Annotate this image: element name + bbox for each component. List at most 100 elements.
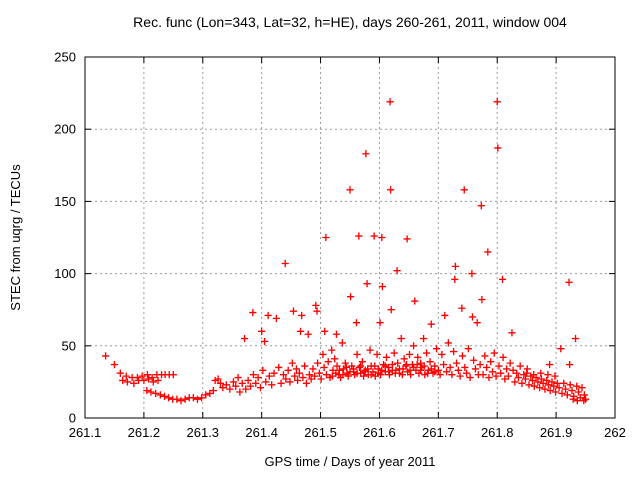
data-point-marker <box>242 385 250 393</box>
y-tick-label: 200 <box>54 122 76 137</box>
data-point-marker <box>181 395 189 403</box>
data-point-marker <box>238 379 246 387</box>
data-point-marker <box>254 373 262 382</box>
data-point-marker <box>492 372 500 380</box>
data-point-marker <box>464 345 472 353</box>
data-point-marker <box>268 381 276 389</box>
data-point-marker <box>324 358 332 366</box>
data-point-marker <box>523 369 531 377</box>
data-point-marker <box>477 202 485 210</box>
data-point-marker <box>301 362 309 370</box>
data-point-marker <box>370 232 378 240</box>
data-point-marker <box>270 369 278 377</box>
data-point-marker <box>543 376 551 385</box>
x-tick-label: 261.1 <box>69 425 102 440</box>
data-point-marker <box>344 372 352 380</box>
data-point-marker <box>272 314 280 322</box>
data-point-marker <box>551 372 559 380</box>
data-point-marker <box>405 350 414 359</box>
data-point-marker <box>397 334 405 343</box>
data-point-marker <box>518 379 526 387</box>
data-point-marker <box>346 293 355 301</box>
data-point-marker <box>252 379 260 387</box>
data-point-marker <box>154 376 162 385</box>
data-point-marker <box>338 339 346 347</box>
data-point-marker <box>499 353 507 361</box>
x-tick-label: 261.3 <box>187 425 220 440</box>
data-point-marker <box>487 358 495 366</box>
data-point-marker <box>130 379 138 387</box>
data-point-marker <box>222 381 230 389</box>
data-point-marker <box>446 363 454 372</box>
data-point-marker <box>353 369 361 377</box>
data-point-marker <box>378 233 386 242</box>
data-point-marker <box>363 280 371 288</box>
data-point-marker <box>551 388 560 396</box>
y-tick-label: 150 <box>54 194 76 209</box>
data-point-marker <box>284 366 292 374</box>
data-point-marker <box>209 386 217 395</box>
data-point-marker <box>504 372 513 380</box>
data-point-marker <box>553 379 561 387</box>
data-point-marker <box>485 373 493 382</box>
data-point-marker <box>293 376 302 385</box>
data-point-marker <box>456 372 464 380</box>
data-point-marker <box>427 320 435 328</box>
data-point-marker <box>450 347 458 356</box>
data-point-marker <box>259 366 267 374</box>
data-point-marker <box>493 98 501 106</box>
data-point-marker <box>240 334 249 343</box>
x-tick-label: 261.8 <box>481 425 514 440</box>
data-point-marker <box>563 391 571 399</box>
data-point-marker <box>229 378 237 386</box>
data-point-marker <box>298 311 306 320</box>
data-point-marker <box>571 334 580 343</box>
data-point-marker <box>249 371 258 379</box>
data-point-marker <box>536 384 544 392</box>
data-point-marker <box>537 369 545 377</box>
x-tick-label: 261.6 <box>363 425 396 440</box>
data-point-marker <box>402 360 411 369</box>
data-point-marker <box>541 385 549 393</box>
data-point-marker <box>332 330 341 338</box>
data-point-marker <box>258 327 266 335</box>
data-point-marker <box>420 334 428 343</box>
data-point-marker <box>454 366 462 374</box>
data-point-marker <box>561 385 570 393</box>
data-point-marker <box>473 319 481 327</box>
data-point-marker <box>578 384 586 392</box>
data-points <box>102 98 590 405</box>
data-point-marker <box>442 368 451 376</box>
data-point-marker <box>148 373 156 382</box>
data-point-marker <box>143 371 152 379</box>
data-point-marker <box>413 360 421 369</box>
data-point-marker <box>305 371 313 379</box>
data-point-marker <box>302 379 311 387</box>
data-point-marker <box>432 345 441 353</box>
data-point-marker <box>355 363 364 372</box>
data-point-marker <box>452 359 461 367</box>
data-point-marker <box>309 365 317 373</box>
data-point-marker <box>312 301 320 309</box>
x-tick-label: 262 <box>604 425 626 440</box>
plot-frame <box>84 56 616 419</box>
data-point-marker <box>544 371 552 379</box>
data-point-marker <box>511 378 519 386</box>
data-point-marker <box>265 372 273 380</box>
data-point-marker <box>244 376 252 385</box>
data-point-marker <box>388 360 396 369</box>
data-point-marker <box>581 395 590 403</box>
data-point-marker <box>468 270 476 278</box>
data-point-marker <box>497 369 505 377</box>
data-point-marker <box>566 360 574 369</box>
data-point-marker <box>448 371 456 379</box>
data-point-marker <box>471 365 480 373</box>
data-point-marker <box>417 366 425 374</box>
data-point-marker <box>232 382 240 390</box>
data-point-marker <box>546 360 554 369</box>
data-point-marker <box>357 362 365 370</box>
data-point-marker <box>424 369 432 377</box>
data-point-marker <box>555 384 563 392</box>
data-point-marker <box>296 327 305 335</box>
